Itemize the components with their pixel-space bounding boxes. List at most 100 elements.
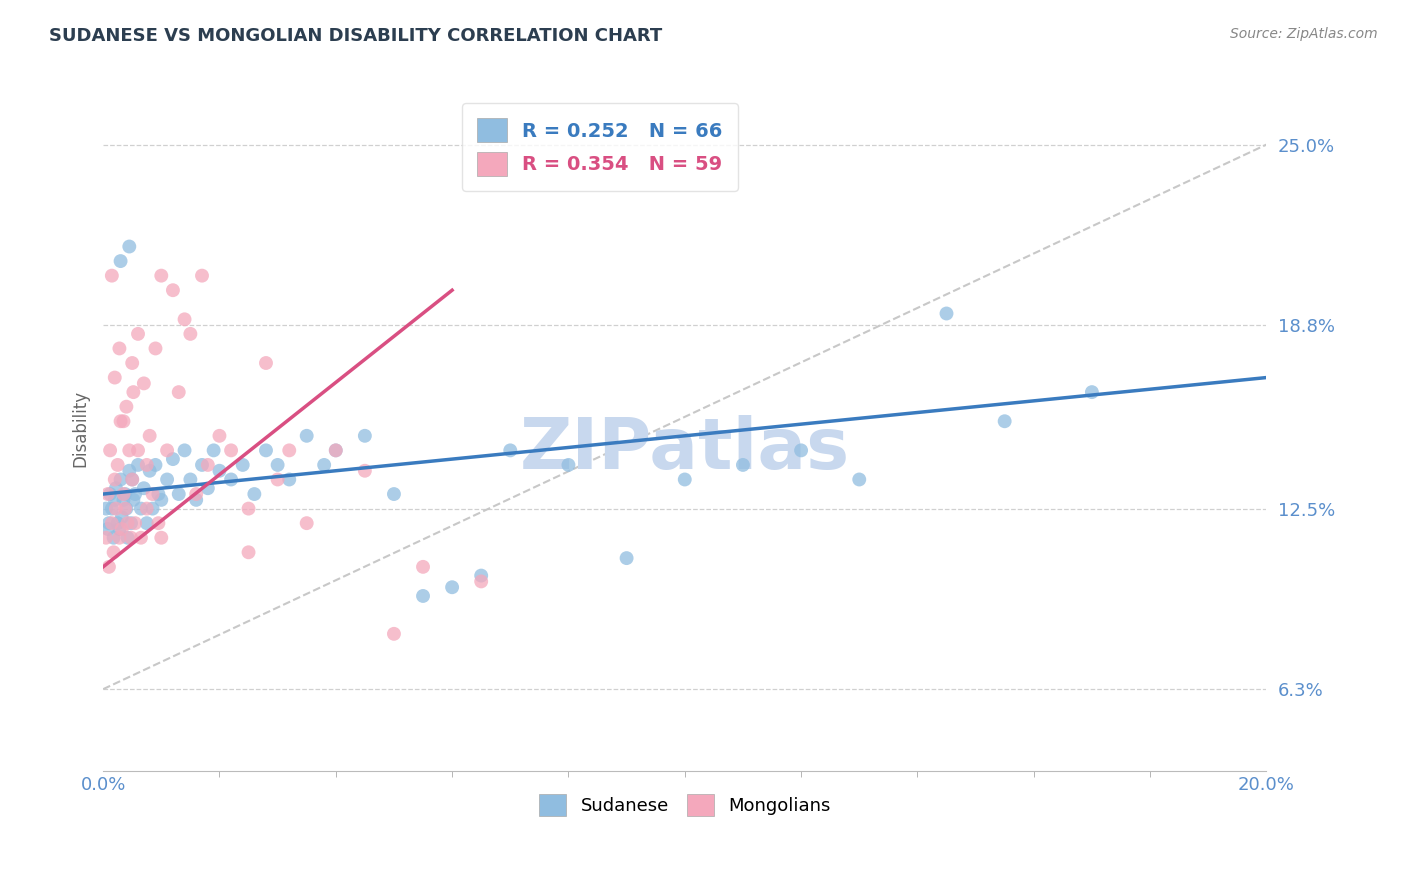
Point bbox=[122, 385, 145, 400]
Point bbox=[135, 501, 157, 516]
Point bbox=[470, 568, 492, 582]
Point bbox=[354, 429, 377, 443]
Point bbox=[295, 516, 318, 531]
Point bbox=[145, 458, 167, 472]
Text: SUDANESE VS MONGOLIAN DISABILITY CORRELATION CHART: SUDANESE VS MONGOLIAN DISABILITY CORRELA… bbox=[49, 27, 662, 45]
Point bbox=[148, 487, 170, 501]
Point bbox=[382, 627, 405, 641]
Point bbox=[382, 487, 405, 501]
Point bbox=[104, 481, 127, 495]
Point bbox=[150, 531, 173, 545]
Y-axis label: Disability: Disability bbox=[72, 390, 89, 467]
Point bbox=[191, 268, 214, 283]
Point bbox=[104, 501, 127, 516]
Point bbox=[150, 268, 173, 283]
Point bbox=[173, 312, 195, 326]
Point bbox=[97, 559, 120, 574]
Point bbox=[325, 443, 347, 458]
Point bbox=[219, 473, 242, 487]
Point bbox=[557, 458, 579, 472]
Point bbox=[101, 268, 124, 283]
Point bbox=[278, 443, 301, 458]
Point bbox=[138, 429, 160, 443]
Point bbox=[112, 492, 135, 507]
Point bbox=[117, 531, 139, 545]
Point bbox=[110, 414, 132, 428]
Point bbox=[232, 458, 254, 472]
Point bbox=[117, 516, 139, 531]
Text: Source: ZipAtlas.com: Source: ZipAtlas.com bbox=[1230, 27, 1378, 41]
Point bbox=[314, 458, 336, 472]
Point bbox=[124, 487, 146, 501]
Point bbox=[790, 443, 813, 458]
Point bbox=[122, 492, 145, 507]
Point bbox=[142, 487, 165, 501]
Point bbox=[120, 531, 142, 545]
Point bbox=[219, 443, 242, 458]
Point bbox=[108, 522, 131, 536]
Point bbox=[111, 510, 134, 524]
Point bbox=[108, 342, 131, 356]
Point bbox=[111, 522, 134, 536]
Point bbox=[848, 473, 870, 487]
Point bbox=[1081, 385, 1104, 400]
Point bbox=[101, 501, 124, 516]
Legend: Sudanese, Mongolians: Sudanese, Mongolians bbox=[531, 787, 838, 823]
Point bbox=[167, 385, 190, 400]
Point bbox=[470, 574, 492, 589]
Point bbox=[325, 443, 347, 458]
Point bbox=[127, 443, 149, 458]
Point bbox=[97, 522, 120, 536]
Point bbox=[994, 414, 1017, 428]
Point bbox=[118, 239, 141, 253]
Text: ZIPatlas: ZIPatlas bbox=[520, 415, 849, 483]
Point bbox=[441, 580, 464, 594]
Point bbox=[238, 545, 260, 559]
Point bbox=[121, 473, 143, 487]
Point bbox=[110, 254, 132, 268]
Point bbox=[278, 473, 301, 487]
Point bbox=[129, 501, 152, 516]
Point bbox=[162, 283, 184, 297]
Point bbox=[114, 487, 136, 501]
Point bbox=[132, 481, 155, 495]
Point bbox=[114, 501, 136, 516]
Point bbox=[120, 516, 142, 531]
Point bbox=[103, 531, 125, 545]
Point bbox=[197, 458, 219, 472]
Point bbox=[94, 531, 117, 545]
Point bbox=[156, 443, 179, 458]
Point bbox=[673, 473, 696, 487]
Point bbox=[107, 458, 129, 472]
Point bbox=[104, 370, 127, 384]
Point bbox=[107, 516, 129, 531]
Point bbox=[103, 545, 125, 559]
Point bbox=[238, 501, 260, 516]
Point bbox=[129, 531, 152, 545]
Point bbox=[135, 516, 157, 531]
Point bbox=[124, 516, 146, 531]
Point bbox=[156, 473, 179, 487]
Point bbox=[412, 559, 434, 574]
Point bbox=[127, 326, 149, 341]
Point bbox=[254, 356, 277, 370]
Point bbox=[197, 481, 219, 495]
Point bbox=[142, 501, 165, 516]
Point bbox=[104, 473, 127, 487]
Point bbox=[98, 487, 121, 501]
Point bbox=[616, 551, 638, 566]
Point bbox=[145, 342, 167, 356]
Point bbox=[179, 326, 201, 341]
Point bbox=[935, 306, 957, 320]
Point bbox=[354, 464, 377, 478]
Point bbox=[191, 458, 214, 472]
Point bbox=[104, 492, 127, 507]
Point bbox=[101, 516, 124, 531]
Point bbox=[98, 443, 121, 458]
Point bbox=[202, 443, 225, 458]
Point bbox=[150, 492, 173, 507]
Point bbox=[94, 501, 117, 516]
Point bbox=[208, 464, 231, 478]
Point bbox=[266, 458, 288, 472]
Point bbox=[731, 458, 754, 472]
